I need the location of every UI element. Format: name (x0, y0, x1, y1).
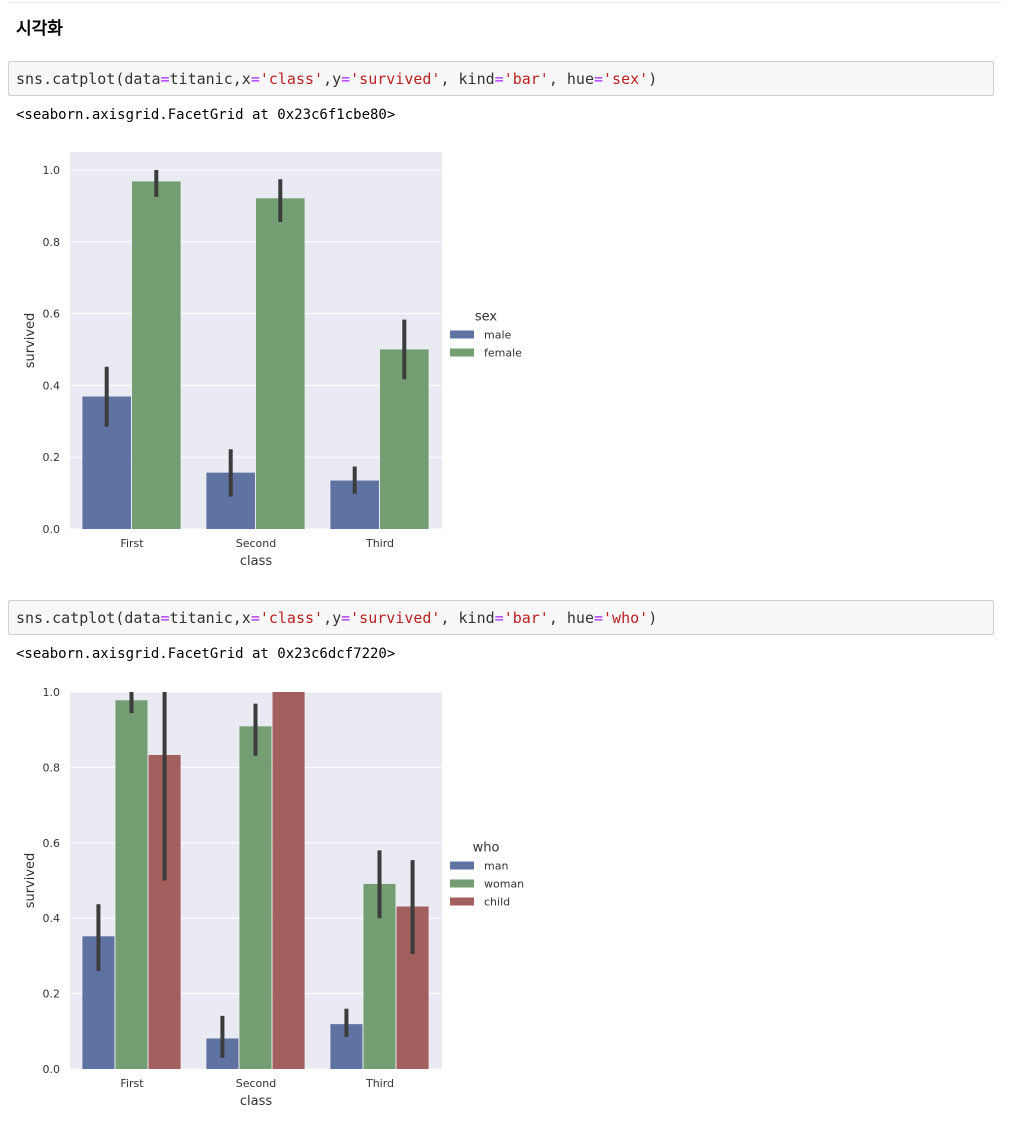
output-text-2: <seaborn.axisgrid.FacetGrid at 0x23c6dcf… (16, 646, 396, 662)
x-axis-label: class (240, 554, 272, 569)
y-tick-label: 0.6 (43, 837, 61, 850)
bar (239, 726, 272, 1069)
x-tick-label: Third (365, 1077, 394, 1090)
section-heading: 시각화 (16, 19, 63, 39)
x-tick-label: Third (365, 537, 394, 550)
code-cell-2[interactable]: sns.catplot(data=titanic,x='class',y='su… (8, 600, 994, 635)
y-tick-label: 0.4 (43, 379, 61, 392)
y-tick-label: 0.4 (43, 912, 61, 925)
code-cell-1[interactable]: sns.catplot(data=titanic,x='class',y='su… (8, 61, 994, 96)
bar (256, 198, 305, 529)
chart-survival-by-sex: 0.0 0.2 0.4 0.6 0.8 1.0 First Second Third class s… (23, 152, 522, 569)
legend-swatch (450, 861, 474, 870)
bar (115, 700, 148, 1069)
x-axis-label: class (240, 1094, 272, 1109)
y-tick-label: 0.8 (43, 761, 61, 774)
y-tick-label: 1.0 (43, 164, 61, 177)
y-tick-label: 0.2 (43, 988, 61, 1001)
x-tick-label: Second (236, 1077, 276, 1090)
y-tick-label: 0.6 (43, 308, 61, 321)
legend-entry: child (484, 896, 510, 909)
y-tick-label: 0.0 (43, 523, 61, 536)
top-divider (8, 2, 1003, 3)
y-tick-label: 0.8 (43, 236, 61, 249)
legend-entry: female (484, 347, 522, 360)
code-line-2[interactable]: sns.catplot(data=titanic,x='class',y='su… (16, 609, 658, 627)
y-tick-label: 0.2 (43, 451, 61, 464)
x-tick-label: First (120, 537, 144, 550)
legend-entry: woman (484, 878, 524, 891)
legend-title: who (473, 841, 500, 856)
y-tick-label: 0.0 (43, 1063, 61, 1076)
output-text-1: <seaborn.axisgrid.FacetGrid at 0x23c6f1c… (16, 107, 396, 123)
legend-swatch (450, 879, 474, 888)
plot-area (70, 691, 442, 1070)
y-tick-label: 1.0 (43, 686, 61, 699)
chart-survival-by-who: 0.0 0.2 0.4 0.6 0.8 1.0 First Second Third class s… (23, 686, 524, 1109)
legend-swatch (450, 330, 474, 339)
legend: sex male female (450, 310, 522, 360)
x-tick-label: Second (236, 537, 276, 550)
bar (132, 181, 181, 530)
legend-entry: male (484, 329, 512, 342)
legend-entry: man (484, 860, 508, 873)
bar (380, 349, 429, 529)
y-axis-label: survived (23, 313, 38, 369)
x-tick-label: First (120, 1077, 144, 1090)
legend-swatch (450, 897, 474, 906)
legend-title: sex (475, 310, 498, 325)
code-line-1[interactable]: sns.catplot(data=titanic,x='class',y='su… (16, 70, 658, 88)
legend-swatch (450, 348, 474, 357)
bar (272, 692, 305, 1069)
legend: who man woman child (450, 841, 524, 909)
plot-area (70, 152, 442, 530)
y-axis-label: survived (23, 853, 38, 909)
